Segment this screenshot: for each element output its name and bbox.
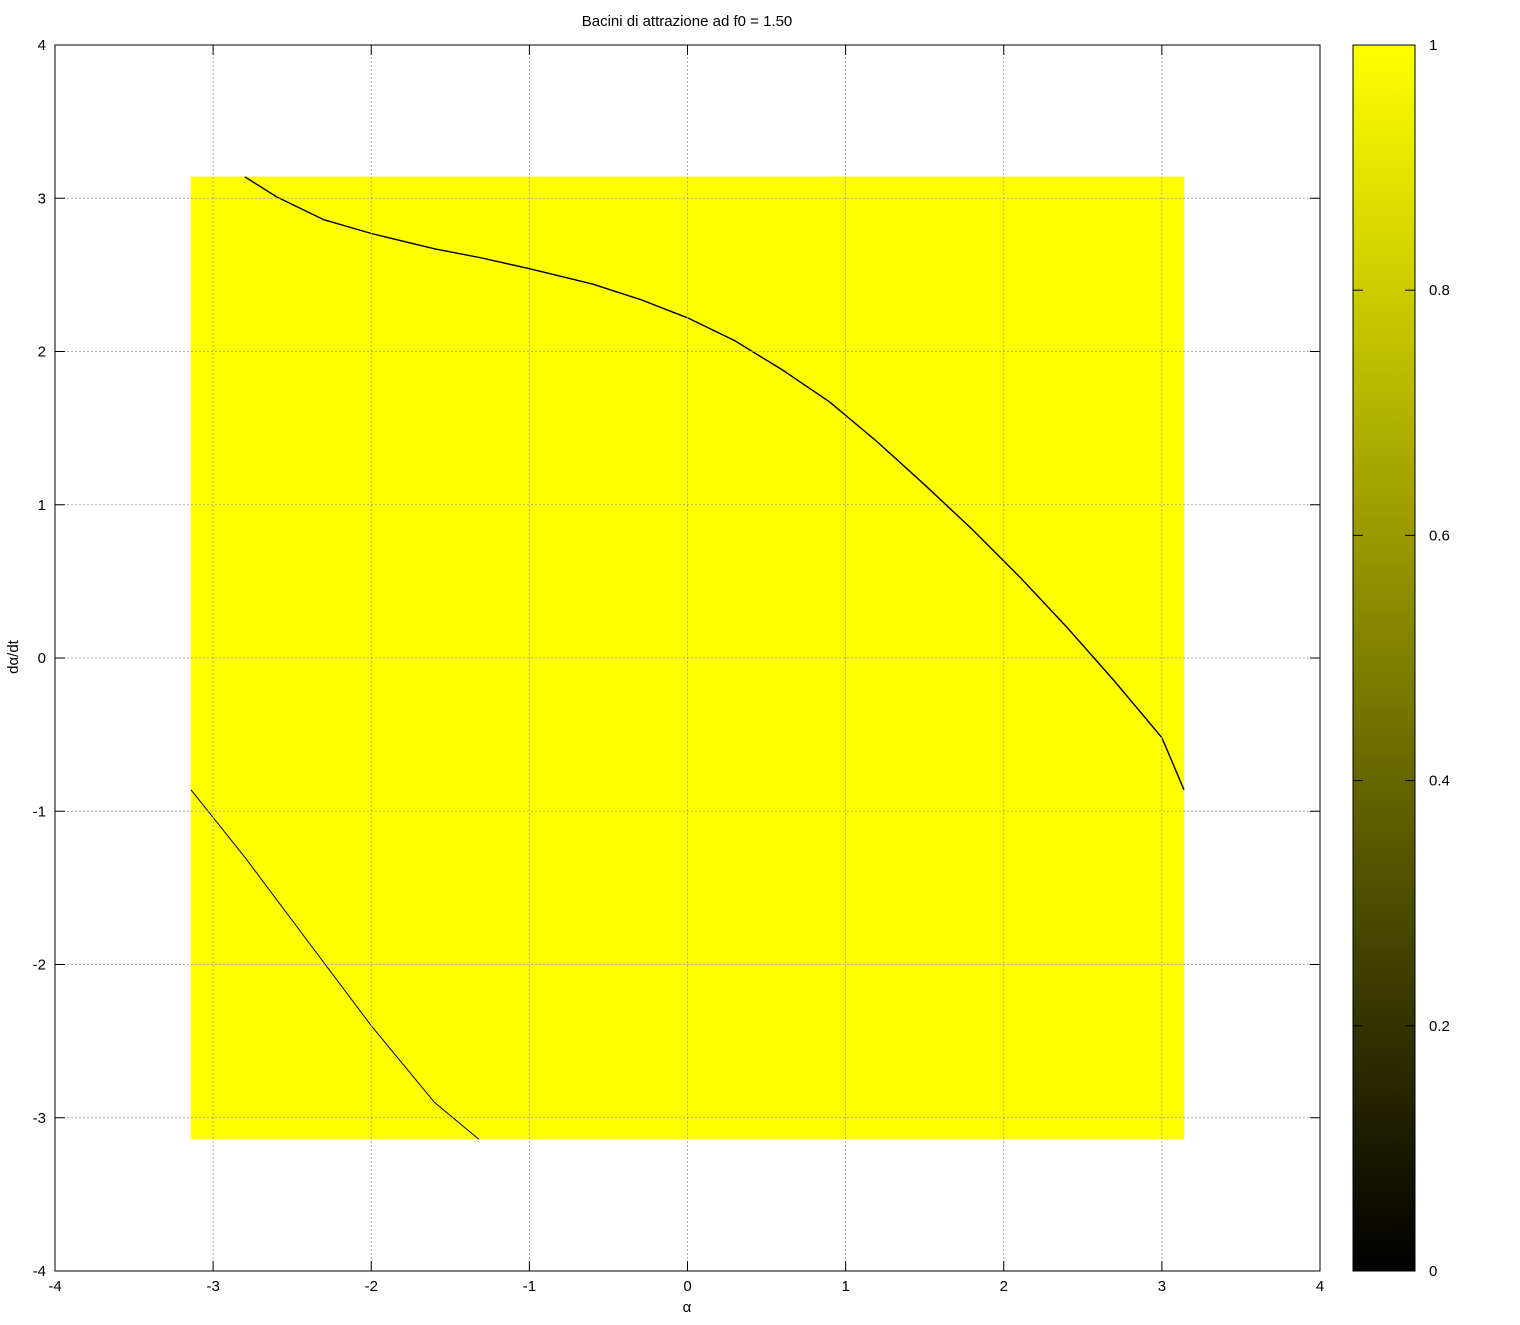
- y-tick-label: -2: [33, 957, 46, 974]
- x-axis-label: α: [683, 1299, 692, 1316]
- x-tick-label: -4: [48, 1278, 61, 1295]
- x-tick-label: 0: [683, 1278, 691, 1295]
- y-tick-label: 4: [38, 37, 46, 54]
- basin-boundary-1: [244, 176, 1185, 791]
- colorbar: 0 0.2 0.4 0.6 0.8 1: [1352, 37, 1450, 1280]
- y-tick-label: -4: [33, 1263, 46, 1280]
- basin-boundary-2: [190, 789, 480, 1140]
- y-tick-label: -3: [33, 1110, 46, 1127]
- colorbar-tick-label: 0.2: [1429, 1018, 1450, 1035]
- x-tick-label: 3: [1158, 1278, 1166, 1295]
- y-tick-label: 0: [38, 650, 46, 667]
- y-tick-label: -1: [33, 803, 46, 820]
- colorbar-tick-label: 0: [1429, 1263, 1437, 1280]
- x-tick-label: -2: [365, 1278, 378, 1295]
- colorbar-gradient: [1352, 44, 1416, 1272]
- x-tick-label: -1: [523, 1278, 536, 1295]
- colorbar-tick-label: 1: [1429, 37, 1437, 54]
- x-tick-label: 1: [841, 1278, 849, 1295]
- y-axis-label: dα/dt: [5, 639, 22, 674]
- y-tick-label: 3: [38, 190, 46, 207]
- colorbar-tick-label: 0.4: [1429, 773, 1450, 790]
- colorbar-tick-label: 0.6: [1429, 527, 1450, 544]
- x-tick-label: 2: [1000, 1278, 1008, 1295]
- plot-area: -4 -3 -2 -1 0 1 2 3 4 -4 -3 -2 -1 0 1 2 3 4: [33, 37, 1325, 1295]
- chart-title: Bacini di attrazione ad f0 = 1.50: [582, 13, 793, 30]
- x-tick-label: 4: [1316, 1278, 1324, 1295]
- colorbar-tick-label: 0.8: [1429, 282, 1450, 299]
- y-tick-label: 1: [38, 497, 46, 514]
- y-tick-label: 2: [38, 344, 46, 361]
- x-tick-label: -3: [206, 1278, 219, 1295]
